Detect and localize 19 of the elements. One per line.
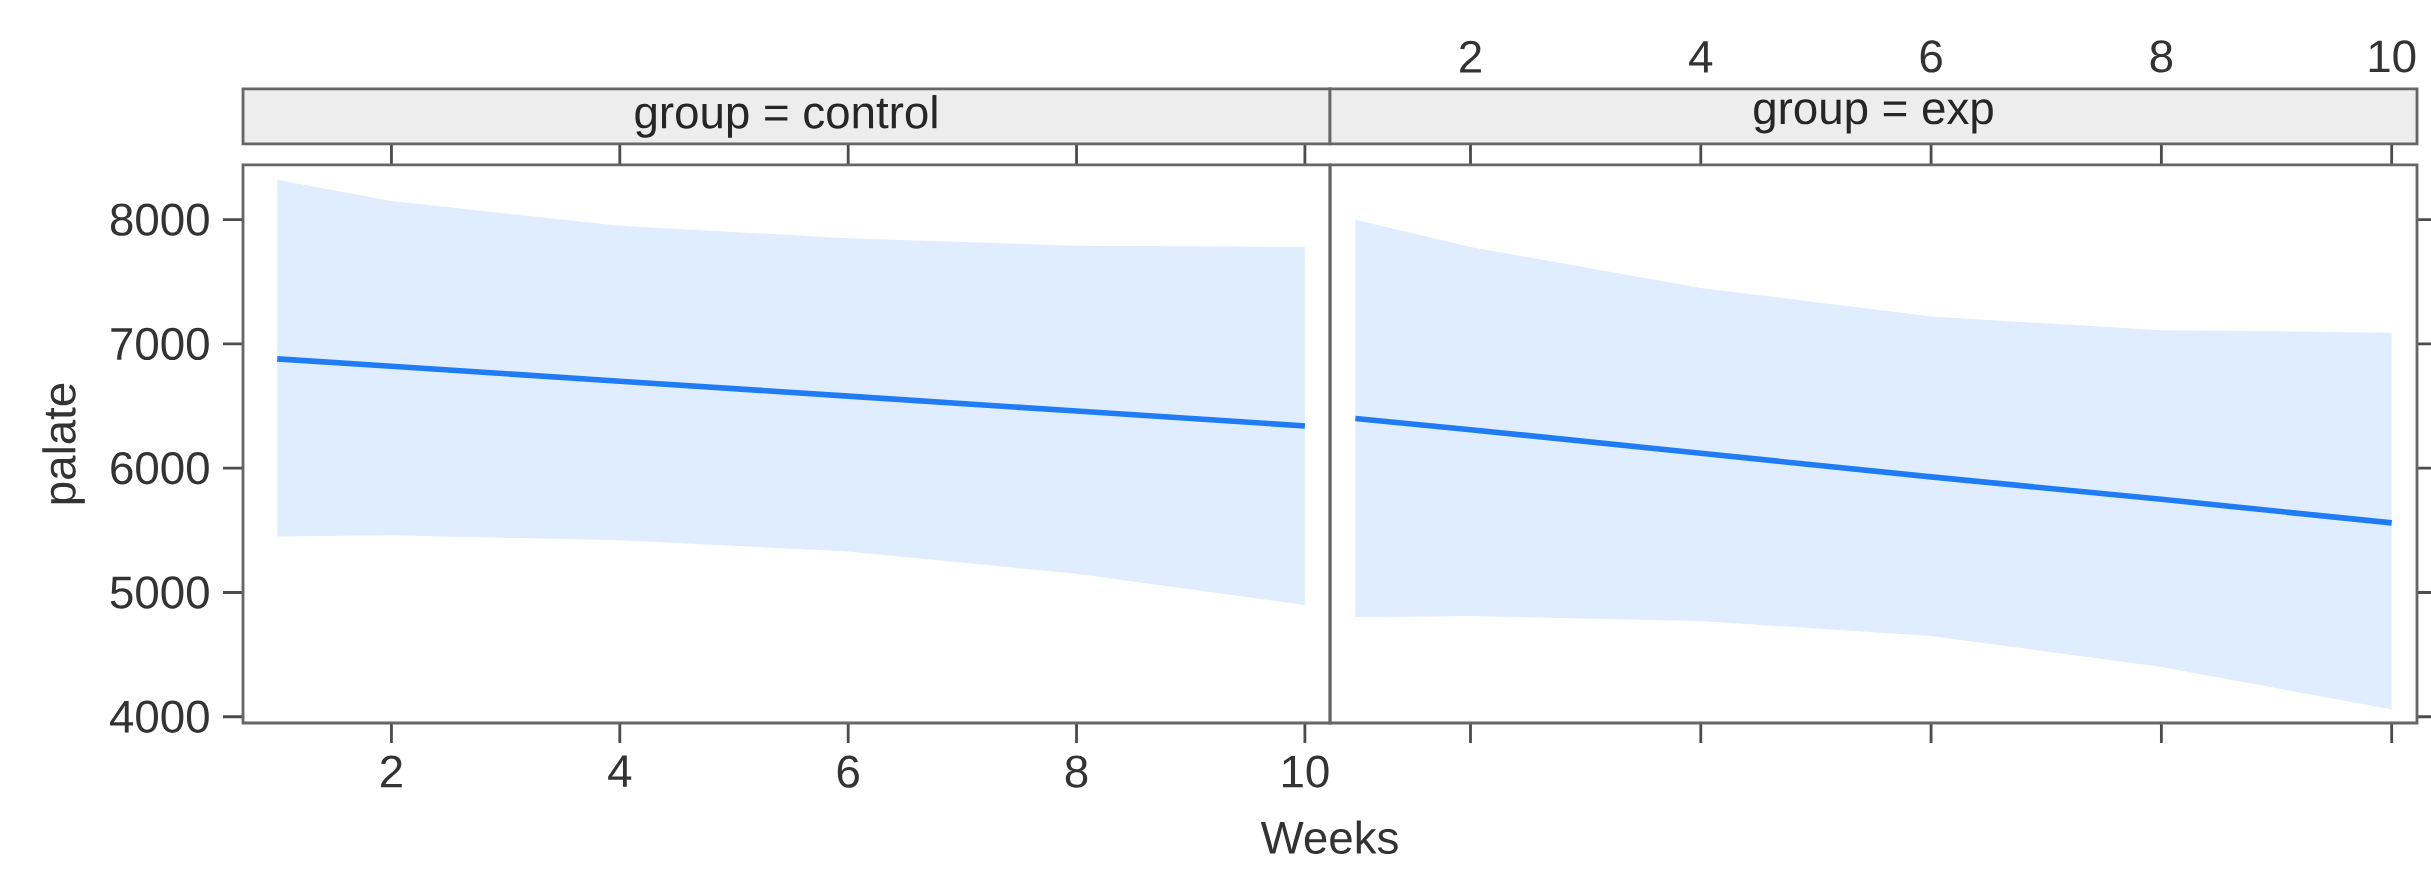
chart-title: group = exp bbox=[1754, 99, 1993, 134]
x-tick-label: 2 bbox=[381, 755, 402, 788]
y-tick-label: 7000 bbox=[111, 327, 209, 361]
x-tick-label: 6 bbox=[1920, 40, 1942, 73]
x-tick-label: 4 bbox=[608, 755, 632, 787]
y-axis-title: palate bbox=[42, 383, 85, 504]
x-tick-label: 8 bbox=[2150, 40, 2173, 73]
chart-title: group = control bbox=[635, 95, 937, 138]
x-tick-label: 4 bbox=[1689, 41, 1713, 73]
y-tick-label: 5000 bbox=[110, 576, 209, 609]
y-tick-label: 4000 bbox=[110, 700, 209, 733]
x-tick-label: 10 bbox=[1282, 755, 1329, 788]
y-tick-label: 6000 bbox=[111, 452, 209, 485]
x-tick-label: 10 bbox=[2369, 40, 2416, 73]
x-tick-label: 8 bbox=[1065, 755, 1088, 788]
x-tick-label: 2 bbox=[1460, 40, 1481, 73]
y-tick-label: 8000 bbox=[110, 203, 209, 236]
x-tick-label: 6 bbox=[837, 755, 859, 788]
x-axis-title: Weeks bbox=[1260, 820, 1398, 854]
